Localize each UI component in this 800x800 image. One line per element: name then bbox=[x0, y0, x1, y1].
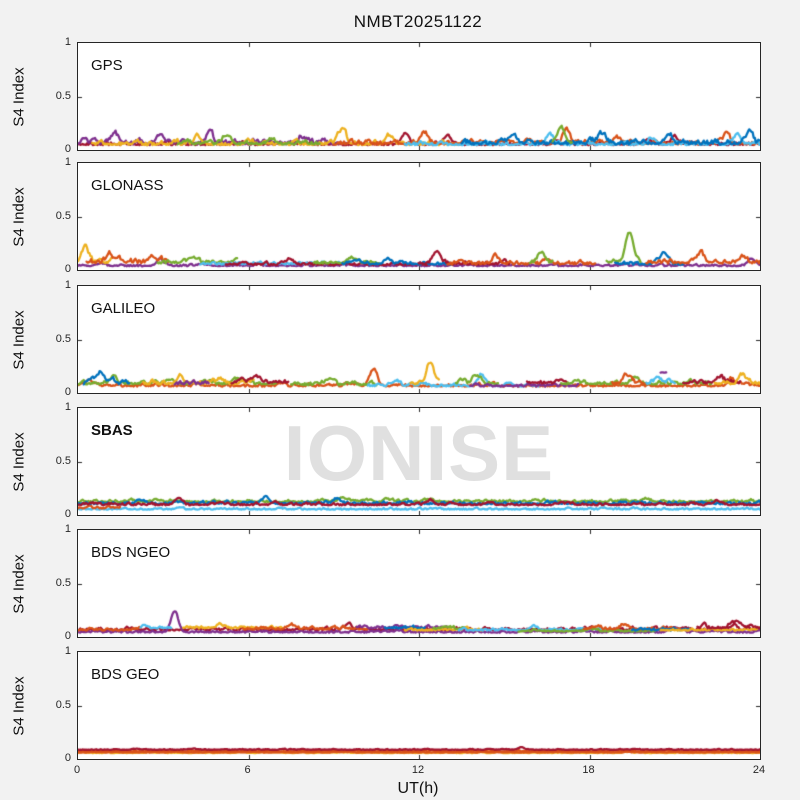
panel-label-glonass: GLONASS bbox=[91, 177, 164, 194]
panel-bds-geo: BDS GEO bbox=[77, 651, 761, 760]
ytick-bds-ngeo-0: 0 bbox=[64, 630, 71, 642]
panel-plot-glonass bbox=[78, 163, 760, 270]
ytick-sbas-0: 0 bbox=[64, 508, 71, 520]
panel-galileo: GALILEO bbox=[77, 285, 761, 394]
ytick-gps-0.5: 0.5 bbox=[55, 89, 71, 102]
ytick-bds-geo-1: 1 bbox=[64, 645, 71, 657]
xtick-6: 6 bbox=[244, 764, 251, 776]
ytick-sbas-1: 1 bbox=[64, 401, 71, 413]
panel-sbas: IONISESBAS bbox=[77, 407, 761, 516]
panel-label-bds-geo: BDS GEO bbox=[91, 666, 160, 683]
ytick-glonass-1: 1 bbox=[64, 156, 71, 168]
panel-bds-ngeo: BDS NGEO bbox=[77, 529, 761, 638]
x-axis-label: UT(h) bbox=[397, 780, 439, 797]
ytick-bds-ngeo-1: 1 bbox=[64, 523, 71, 535]
ytick-glonass-0: 0 bbox=[64, 263, 71, 275]
xtick-24: 24 bbox=[752, 764, 766, 776]
y-axis-label-gps: S4 Index bbox=[10, 66, 28, 127]
panel-plot-sbas bbox=[78, 408, 760, 515]
ytick-galileo-1: 1 bbox=[64, 279, 71, 291]
ytick-bds-geo-0.5: 0.5 bbox=[55, 698, 71, 711]
ytick-sbas-0.5: 0.5 bbox=[55, 454, 71, 467]
y-axis-label-sbas: S4 Index bbox=[10, 431, 28, 492]
ytick-gps-0: 0 bbox=[64, 143, 71, 155]
ytick-glonass-0.5: 0.5 bbox=[55, 209, 71, 222]
ytick-galileo-0.5: 0.5 bbox=[55, 332, 71, 345]
y-axis-label-bds-ngeo: S4 Index bbox=[10, 553, 28, 614]
xtick-18: 18 bbox=[582, 764, 595, 776]
figure-title: NMBT20251122 bbox=[353, 12, 483, 31]
panel-glonass: GLONASS bbox=[77, 162, 761, 271]
y-axis-label-glonass: S4 Index bbox=[10, 186, 28, 247]
ytick-galileo-0: 0 bbox=[64, 386, 71, 398]
xtick-12: 12 bbox=[411, 764, 425, 776]
panel-label-bds-ngeo: BDS NGEO bbox=[91, 544, 171, 561]
xtick-0: 0 bbox=[73, 764, 81, 776]
y-axis-label-galileo: S4 Index bbox=[10, 309, 28, 370]
ytick-gps-1: 1 bbox=[64, 36, 71, 48]
ytick-bds-ngeo-0.5: 0.5 bbox=[55, 576, 71, 589]
panel-plot-bds-ngeo bbox=[78, 530, 760, 637]
panel-gps: GPS bbox=[77, 42, 761, 151]
y-axis-label-bds-geo: S4 Index bbox=[10, 675, 28, 736]
panel-plot-bds-geo bbox=[78, 652, 760, 759]
panel-plot-gps bbox=[78, 43, 760, 150]
panel-label-galileo: GALILEO bbox=[91, 300, 156, 317]
ytick-bds-geo-0: 0 bbox=[64, 752, 71, 764]
panel-label-sbas: SBAS bbox=[91, 422, 133, 439]
panel-plot-galileo bbox=[78, 286, 760, 393]
panel-label-gps: GPS bbox=[91, 57, 123, 74]
